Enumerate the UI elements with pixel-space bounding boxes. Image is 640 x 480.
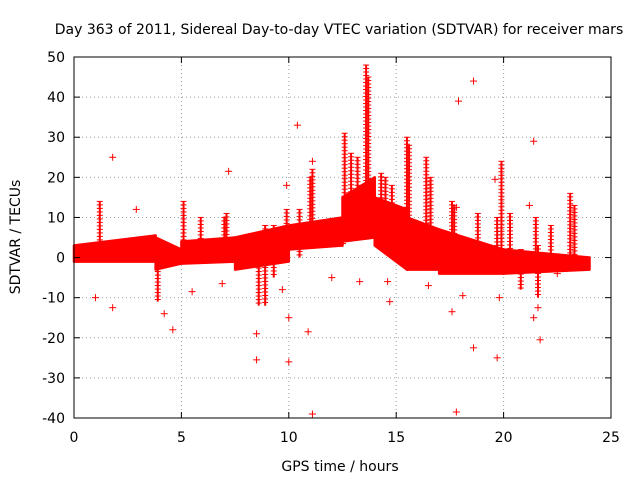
x-tick-label: 10 bbox=[280, 430, 298, 446]
data-spike bbox=[547, 224, 554, 258]
y-tick-label: 30 bbox=[47, 130, 65, 146]
data-spike bbox=[406, 144, 413, 238]
data-band-segment bbox=[502, 248, 591, 275]
x-tick-label: 0 bbox=[70, 430, 79, 446]
data-point bbox=[553, 270, 561, 278]
data-point bbox=[169, 326, 177, 334]
data-point bbox=[452, 408, 460, 416]
data-spike bbox=[262, 224, 269, 306]
data-point bbox=[454, 97, 462, 105]
data-spike bbox=[255, 257, 262, 306]
data-spike bbox=[571, 204, 578, 258]
data-point bbox=[308, 410, 316, 418]
y-tick-label: 40 bbox=[47, 90, 65, 106]
data-point bbox=[536, 336, 544, 344]
data-point bbox=[530, 314, 538, 322]
data-spike bbox=[378, 172, 385, 218]
data-point bbox=[85, 244, 93, 252]
data-spike bbox=[507, 212, 514, 258]
data-point bbox=[188, 288, 196, 296]
x-tick-label: 5 bbox=[177, 430, 186, 446]
data-band-segment bbox=[233, 224, 291, 271]
data-point bbox=[339, 240, 346, 248]
data-point bbox=[91, 294, 99, 302]
data-point bbox=[225, 167, 233, 175]
data-point bbox=[278, 286, 286, 294]
data-spike bbox=[180, 200, 187, 258]
data-spike bbox=[474, 212, 481, 258]
y-tick-label: 0 bbox=[56, 251, 65, 267]
data-spike bbox=[567, 192, 574, 258]
data-point bbox=[253, 330, 261, 338]
data-spike bbox=[365, 76, 372, 218]
data-spike bbox=[388, 184, 395, 238]
data-spike bbox=[223, 212, 230, 258]
data-point bbox=[308, 157, 316, 165]
data-spike bbox=[348, 152, 355, 218]
data-spike bbox=[517, 249, 524, 290]
y-axis-label: SDTVAR / TECUs bbox=[8, 180, 24, 295]
data-spike bbox=[354, 156, 361, 218]
data-point bbox=[495, 294, 503, 302]
data-point bbox=[285, 358, 293, 366]
data-point bbox=[452, 203, 460, 211]
data-spike bbox=[423, 156, 430, 246]
x-tick-label: 25 bbox=[602, 430, 620, 446]
data-spike bbox=[498, 160, 505, 258]
data-point bbox=[356, 278, 364, 286]
data-spike bbox=[382, 176, 389, 238]
data-spike bbox=[451, 204, 458, 258]
data-point bbox=[459, 292, 467, 300]
chart-title: Day 363 of 2011, Sidereal Day-to-day VTE… bbox=[55, 22, 623, 38]
data-spike bbox=[96, 200, 103, 258]
x-axis-label: GPS time / hours bbox=[281, 459, 398, 475]
data-point bbox=[109, 153, 117, 161]
data-point bbox=[132, 205, 140, 213]
data-spike bbox=[283, 208, 290, 258]
y-tick-label: -20 bbox=[42, 331, 65, 347]
data-point bbox=[328, 274, 336, 282]
y-tick-label: 20 bbox=[47, 170, 65, 186]
data-point bbox=[493, 354, 501, 362]
data-point bbox=[285, 314, 293, 322]
data-point bbox=[386, 298, 394, 306]
data-point bbox=[534, 304, 542, 312]
data-point bbox=[283, 181, 291, 189]
y-tick-label: 50 bbox=[47, 50, 65, 66]
data-point bbox=[160, 310, 168, 318]
data-point bbox=[530, 137, 538, 145]
data-point bbox=[304, 328, 312, 336]
x-tick-label: 15 bbox=[387, 430, 405, 446]
data-spike bbox=[197, 216, 204, 258]
data-spike bbox=[534, 245, 541, 298]
data-spike bbox=[309, 168, 316, 238]
data-point bbox=[384, 278, 392, 286]
x-tick-label: 20 bbox=[495, 430, 513, 446]
y-tick-label: -30 bbox=[42, 371, 65, 387]
data-point bbox=[448, 308, 456, 316]
data-point bbox=[253, 356, 261, 364]
data-point bbox=[218, 280, 226, 288]
plot-frame bbox=[73, 56, 612, 419]
data-spike bbox=[296, 208, 303, 258]
data-spike bbox=[270, 224, 277, 278]
data-point bbox=[470, 77, 478, 85]
data-spike bbox=[427, 176, 434, 246]
data-point bbox=[424, 282, 432, 290]
y-tick-label: -10 bbox=[42, 291, 65, 307]
data-point bbox=[491, 175, 499, 183]
data-spike bbox=[154, 257, 161, 302]
y-tick-label: 10 bbox=[47, 210, 65, 226]
data-spike bbox=[341, 132, 348, 218]
y-tick-label: -40 bbox=[42, 411, 65, 427]
data-point bbox=[525, 201, 533, 209]
data-point bbox=[293, 121, 301, 129]
data-point bbox=[470, 344, 478, 352]
data-point bbox=[109, 304, 117, 312]
